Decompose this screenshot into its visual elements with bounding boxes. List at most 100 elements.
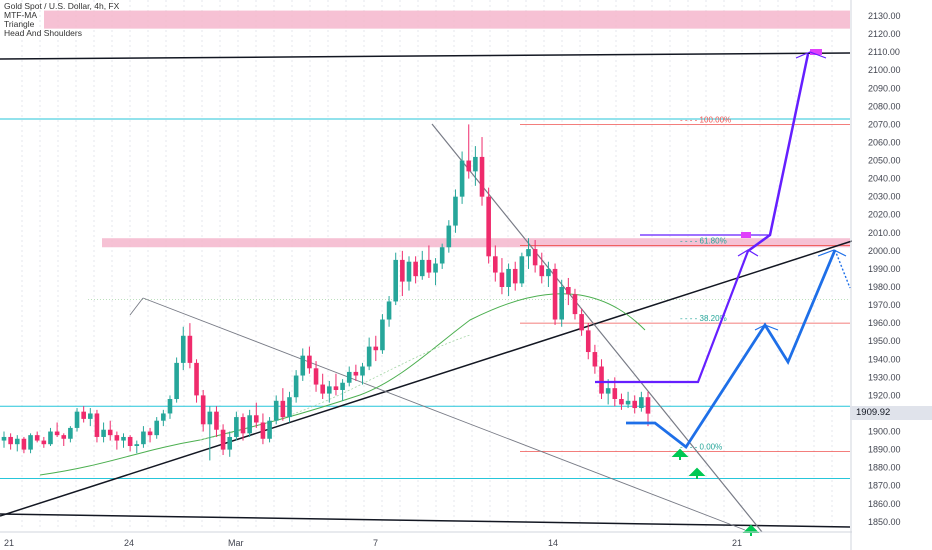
candle-body-91 [605,388,611,394]
candle-9 [61,433,67,446]
candle-61 [406,256,412,291]
candle-body-86 [572,294,578,315]
candle-18 [121,433,126,448]
indicator-triangle[interactable]: Triangle [4,19,35,29]
candle-76 [506,263,511,297]
candle-body-15 [101,429,106,437]
candle-body-17 [114,435,120,441]
candle-41 [273,395,279,425]
candle-body-21 [141,431,146,445]
candle-body-10 [68,427,73,439]
price-tick-28: 1850.00 [868,517,901,527]
candle-33 [220,424,226,456]
projection-purple-cap [795,51,827,59]
candle-body-1 [8,436,13,445]
candle-22 [147,427,153,443]
candle-62 [413,256,418,284]
candle-body-35 [234,417,239,437]
price-tick-20: 1930.00 [868,372,901,382]
horizontal-levels [0,118,850,480]
indicator-head-and-shoulders[interactable]: Head And Shoulders [4,28,82,38]
price-tick-7: 2060.00 [868,137,901,147]
fib-label-0: - - - - 100.00% [680,115,731,124]
candle-body-85 [566,287,571,295]
candle-39 [260,413,266,445]
candle-32 [214,406,219,437]
candle-body-28 [187,335,193,363]
candle-body-8 [54,431,60,436]
candle-93 [619,393,624,410]
candle-56 [373,335,379,362]
marker-purple-top [810,49,822,55]
candle-75 [499,258,505,295]
candle-body-49 [327,386,332,394]
candle-96 [639,391,644,412]
marker-purple-mid [741,232,751,238]
candle-31 [207,406,213,461]
candle-body-56 [373,346,379,351]
candle-body-83 [552,268,558,320]
price-tick-11: 2020.00 [868,210,901,220]
candle-body-3 [21,438,27,450]
candle-23 [154,417,160,439]
candle-body-45 [300,355,306,376]
price-tick-2: 2110.00 [868,47,900,57]
candle-body-4 [28,435,33,450]
chart-title: Gold Spot / U.S. Dollar, 4h, FX [4,1,120,11]
trendline-top [0,52,851,60]
candle-12 [81,406,86,423]
candle-67 [446,220,452,253]
candle-body-0 [1,436,7,441]
green-arrow-0 [671,448,689,460]
candle-body-93 [619,399,624,405]
candle-49 [327,380,332,403]
candle-48 [320,373,325,400]
candle-body-88 [585,330,591,353]
triangle-upper-line [431,123,763,533]
candle-78 [519,252,525,288]
candle-body-29 [194,362,199,396]
candle-body-62 [413,261,418,277]
fib-label-3: - - - - 0.00% [680,442,722,451]
candle-body-9 [61,435,67,439]
fib-label-1: - - - - 61.80% [680,236,727,245]
candle-50 [333,373,339,396]
candle-35 [234,411,239,441]
triangle-apex-left [129,297,144,316]
candle-body-68 [453,196,458,226]
candle-body-78 [519,256,525,284]
candle-body-51 [340,382,345,390]
time-tick-1: 24 [124,538,134,548]
candle-body-79 [526,249,531,257]
candle-body-30 [200,395,206,425]
candle-body-53 [353,371,359,376]
candle-body-25 [167,399,173,414]
candle-82 [546,261,551,288]
candle-body-57 [380,319,385,351]
candle-body-31 [207,411,213,425]
candle-body-74 [492,256,498,273]
candle-body-46 [307,355,312,369]
candle-body-37 [247,415,252,434]
trendline-rising [0,240,853,517]
indicator-mtf-ma[interactable]: MTF-MA [4,10,38,20]
price-tick-10: 2030.00 [868,192,901,202]
candle-body-38 [253,415,259,423]
candle-body-47 [313,368,319,385]
price-tick-1: 2120.00 [868,29,901,39]
candle-34 [227,431,233,457]
candle-body-80 [532,249,538,266]
price-tick-23: 1900.00 [868,427,901,437]
candle-63 [419,250,425,280]
candle-body-34 [227,436,233,450]
ma-line-green [39,293,646,476]
candle-94 [625,391,631,409]
candle-body-18 [121,436,126,441]
time-tick-5: 21 [732,538,742,548]
candle-body-33 [220,429,226,450]
candle-97 [645,391,651,427]
candle-68 [453,189,458,233]
candle-7 [48,427,53,446]
candle-14 [94,409,100,443]
